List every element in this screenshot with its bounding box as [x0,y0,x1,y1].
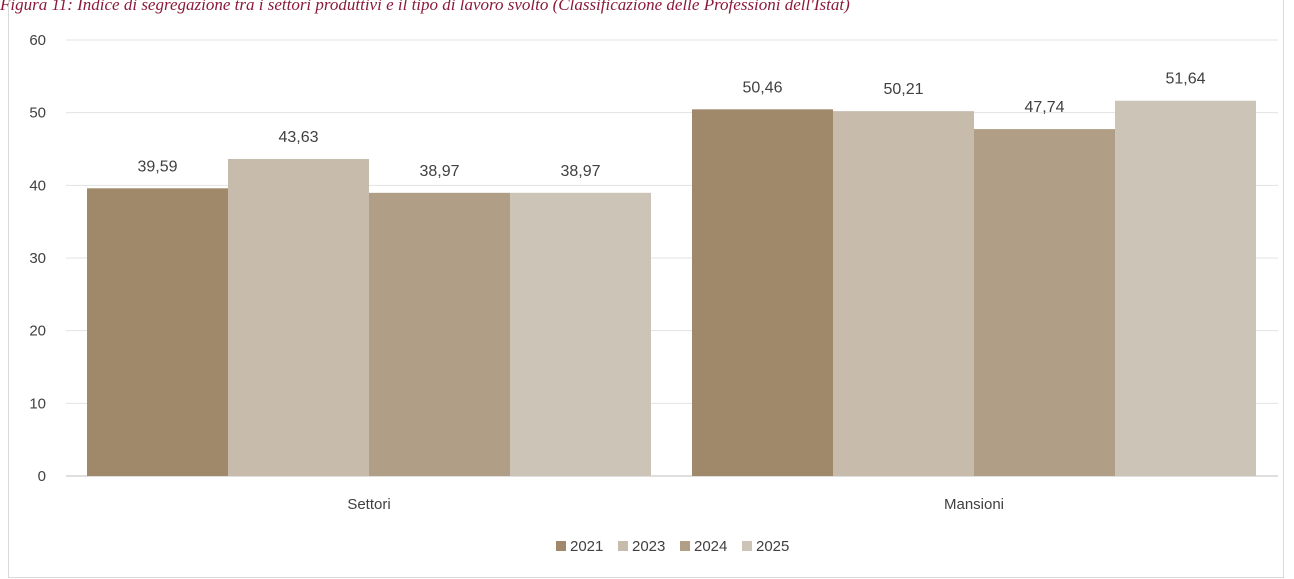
bar [974,129,1115,476]
legend-label: 2025 [756,538,789,555]
y-tick-label: 20 [29,323,46,340]
bar [369,192,510,476]
bar [1115,100,1256,477]
chart-title: Figura 11: Indice di segregazione tra i … [0,0,850,14]
legend-label: 2023 [632,538,665,555]
data-label: 43,63 [278,129,318,146]
data-label: 50,21 [883,81,923,98]
y-tick-label: 50 [29,105,46,122]
data-labels: 39,59 43,63 38,97 38,97 50,46 50,21 47,74 51,64 [137,71,1205,180]
chart-frame [8,0,1284,578]
data-label: 50,46 [742,79,782,96]
bar [228,158,369,477]
y-tick-label: 30 [29,250,46,267]
data-label: 51,64 [1165,71,1205,88]
data-label: 47,74 [1024,99,1064,116]
legend-swatch [618,541,628,551]
y-tick-label: 0 [38,468,46,485]
y-tick-label: 10 [29,395,46,412]
legend-swatch [556,541,566,551]
x-axis: Settori Mansioni [347,496,1004,513]
legend-swatch [680,541,690,551]
bar [87,188,228,476]
legend-label: 2024 [694,538,727,555]
y-axis: 0 10 20 30 40 50 60 [29,32,46,485]
y-tick-label: 40 [29,177,46,194]
bars [87,100,1256,477]
legend: 2021 2023 2024 2025 [556,538,789,555]
x-tick-label: Settori [347,496,390,513]
bar [692,109,833,476]
bar [833,111,974,477]
data-label: 38,97 [419,163,459,180]
x-tick-label: Mansioni [944,496,1004,513]
legend-swatch [742,541,752,551]
legend-label: 2021 [570,538,603,555]
data-label: 38,97 [560,163,600,180]
y-tick-label: 60 [29,32,46,49]
bar [510,192,651,476]
data-label: 39,59 [137,158,177,175]
